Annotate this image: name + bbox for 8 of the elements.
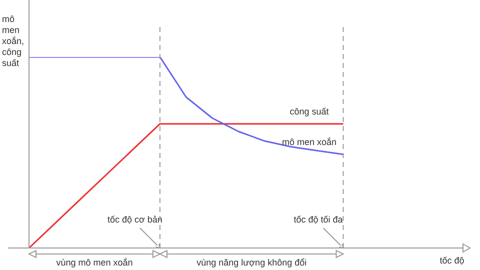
annotation: tốc độ cơ bản xyxy=(107,214,162,224)
text: vùng năng lượng không đổi xyxy=(196,257,307,268)
series-label: mô men xoắn xyxy=(282,136,336,147)
annotation: tốc độ tối đa xyxy=(294,214,343,224)
y-axis-title: mô men xoắn, công suất xyxy=(2,14,26,69)
x-axis-title: tốc độ xyxy=(440,255,464,266)
text: vùng mô men xoắn xyxy=(56,257,133,268)
series-label: công suất xyxy=(290,106,330,116)
